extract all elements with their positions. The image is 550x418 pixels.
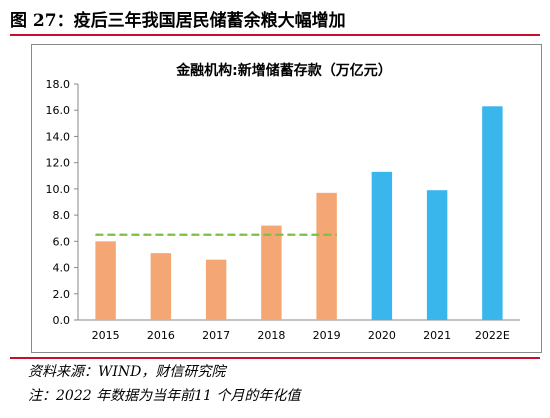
footer-divider [10,357,540,359]
bar-2022E [482,106,503,321]
bar-2018 [261,225,282,320]
y-tick-label: 4.0 [53,262,71,275]
y-tick-label: 10.0 [46,183,71,196]
bar-2020 [371,171,393,320]
chart-panel [31,44,542,353]
y-tick-label: 6.0 [53,235,71,248]
bars-group [95,106,503,321]
y-tick-label: 0.0 [53,314,71,327]
footnote: 注：2022 年数据为当年前11 个月的年化值 [28,388,301,404]
bar-2016 [150,253,172,320]
bar-2021 [426,190,448,320]
y-tick-label: 18.0 [46,78,71,91]
bar-2019 [316,192,337,320]
source-note: 资料来源：WIND，财信研究院 [28,364,226,380]
title-underline [10,34,540,36]
x-tick-label: 2017 [202,329,230,342]
y-tick-label: 8.0 [53,209,71,222]
x-tick-label: 2021 [423,329,451,342]
x-tick-label: 2022E [475,329,510,342]
figure-title: 图 27：疫后三年我国居民储蓄余粮大幅增加 [10,11,346,31]
y-tick-labels: 0.0 2.0 4.0 6.0 8.0 10.0 12.0 14.0 16.0 18.0 [46,78,71,327]
y-tick-label: 2.0 [53,288,71,301]
chart-title: 金融机构:新增储蓄存款（万亿元） [175,62,392,79]
x-tick-label: 2016 [147,329,175,342]
x-tick-label: 2015 [92,329,120,342]
y-tick-label: 16.0 [46,104,71,117]
y-tick-label: 14.0 [46,130,71,143]
x-tick-label: 2018 [257,329,285,342]
x-tick-label: 2020 [368,329,396,342]
axes [74,83,520,321]
bar-2015 [95,241,116,320]
y-tick-label: 12.0 [46,157,71,170]
bar-2017 [205,259,227,320]
x-tick-label: 2019 [313,329,341,342]
x-tick-labels: 2015 2016 2017 2018 2019 2020 2021 2022E [92,329,510,342]
